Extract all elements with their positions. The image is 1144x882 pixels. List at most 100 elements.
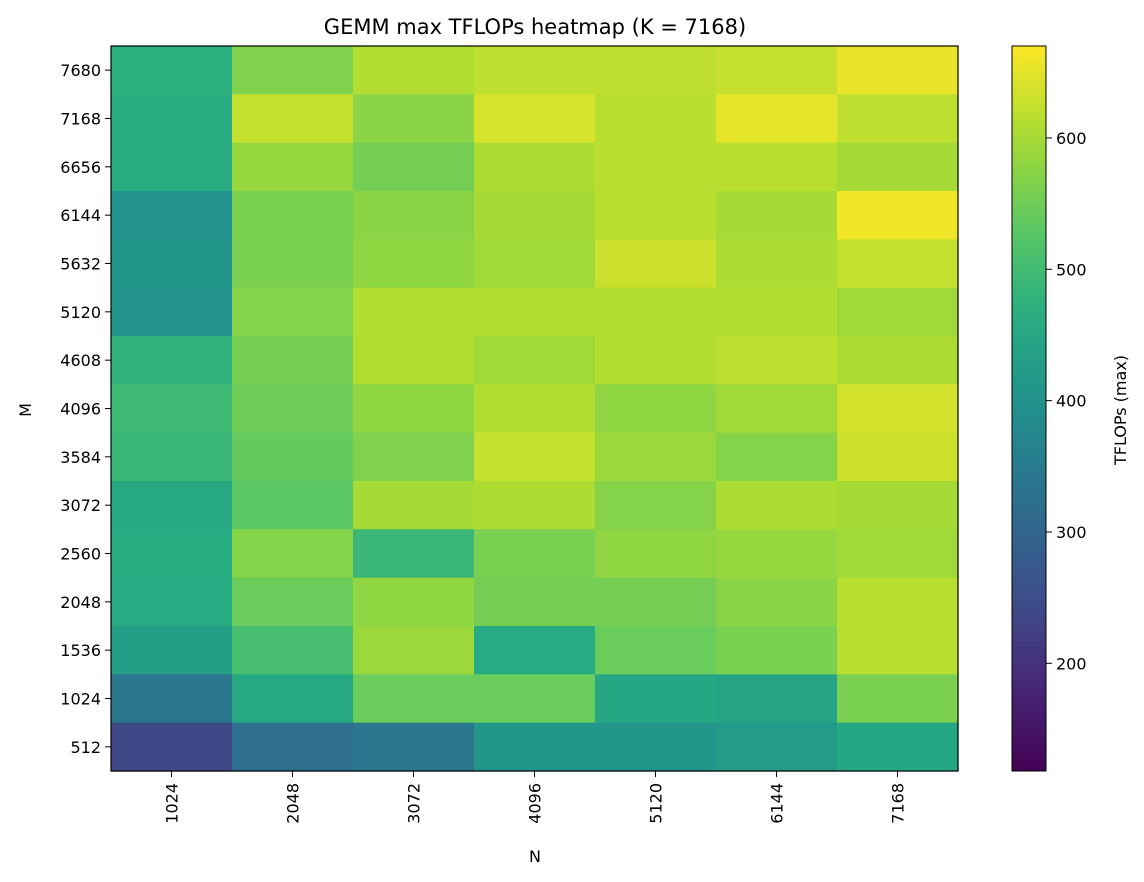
- heatmap-cell: [474, 191, 596, 240]
- heatmap-cell: [353, 94, 475, 144]
- heatmap-cell: [111, 287, 233, 337]
- chart-title: GEMM max TFLOPs heatmap (K = 7168): [324, 15, 746, 39]
- heatmap-cell: [716, 336, 838, 385]
- x-tick-label: 5120: [647, 783, 666, 824]
- heatmap-cell: [716, 529, 838, 579]
- colorbar-tick-label: 600: [1056, 129, 1087, 148]
- heatmap-cell: [716, 674, 838, 724]
- x-axis-ticks: 1024 2048 3072 4096 5120 6144 7168: [163, 771, 908, 824]
- heatmap-cell: [837, 384, 959, 434]
- heatmap-cell: [474, 142, 596, 192]
- heatmap-cell: [232, 239, 354, 289]
- heatmap-cell: [716, 384, 838, 434]
- heatmap-cell: [595, 722, 717, 772]
- heatmap-cell: [111, 142, 233, 192]
- x-tick-label: 4096: [526, 783, 545, 824]
- heatmap-cell: [111, 722, 233, 772]
- heatmap-cell: [716, 94, 838, 144]
- colorbar-tick-label: 200: [1056, 654, 1087, 673]
- heatmap-cell: [353, 142, 475, 192]
- heatmap-cell: [111, 674, 233, 724]
- heatmap-cell: [595, 287, 717, 337]
- y-axis-label: M: [16, 403, 35, 417]
- colorbar-tick-label: 400: [1056, 392, 1087, 411]
- heatmap-cell: [232, 142, 354, 192]
- heatmap-cell: [353, 336, 475, 385]
- y-tick-label: 2048: [60, 593, 101, 612]
- heatmap-cell: [111, 626, 233, 675]
- heatmap-cell: [837, 577, 959, 627]
- heatmap-cell: [111, 239, 233, 289]
- heatmap-cell: [837, 722, 959, 772]
- heatmap-cell: [474, 626, 596, 675]
- heatmap-cell: [232, 287, 354, 337]
- heatmap-cell: [474, 384, 596, 434]
- heatmap-cell: [111, 336, 233, 385]
- heatmap-cell: [232, 529, 354, 579]
- heatmap-cell: [837, 94, 959, 144]
- heatmap-cell: [474, 239, 596, 289]
- x-tick-label: 1024: [163, 783, 182, 824]
- heatmap-cell: [837, 481, 959, 530]
- heatmap-cell: [716, 191, 838, 240]
- heatmap-cell: [111, 94, 233, 144]
- heatmap-cell: [716, 142, 838, 192]
- heatmap-cell: [837, 191, 959, 240]
- heatmap-cell: [232, 674, 354, 724]
- y-tick-label: 7168: [60, 110, 101, 129]
- y-tick-label: 4608: [60, 351, 101, 370]
- y-axis-ticks: 7680 7168 6656 6144 5632 5120 4608 4096 3584 3072…: [60, 61, 111, 757]
- heatmap-cell: [595, 577, 717, 627]
- heatmap-cell: [716, 722, 838, 772]
- heatmap-cell: [353, 432, 475, 482]
- heatmap-cell: [353, 384, 475, 434]
- heatmap-cell: [232, 336, 354, 385]
- y-tick-label: 1536: [60, 641, 101, 660]
- x-tick-label: 7168: [889, 783, 908, 824]
- heatmap-cell: [111, 191, 233, 240]
- heatmap-cell: [595, 529, 717, 579]
- heatmap-cell: [716, 577, 838, 627]
- heatmap-cell: [595, 46, 717, 95]
- heatmap-cell: [716, 481, 838, 530]
- colorbar-gradient: [1011, 45, 1047, 772]
- heatmap-cell: [837, 626, 959, 675]
- x-axis-label: N: [529, 847, 541, 866]
- x-tick-label: 3072: [405, 783, 424, 824]
- heatmap-cell: [474, 674, 596, 724]
- heatmap-cell: [837, 432, 959, 482]
- heatmap-cell: [353, 529, 475, 579]
- colorbar-tick-label: 300: [1056, 523, 1087, 542]
- heatmap-cell: [232, 46, 354, 95]
- heatmap-cell: [837, 529, 959, 579]
- heatmap-cell: [353, 239, 475, 289]
- heatmap-cell: [474, 94, 596, 144]
- heatmap-cell: [595, 239, 717, 289]
- heatmap-cell: [595, 432, 717, 482]
- heatmap-cell: [716, 626, 838, 675]
- heatmap-cell: [595, 191, 717, 240]
- heatmap-cell: [111, 46, 233, 95]
- heatmap-cell: [232, 384, 354, 434]
- heatmap-cell: [474, 722, 596, 772]
- heatmap-cell: [837, 674, 959, 724]
- y-tick-label: 5632: [60, 255, 101, 274]
- colorbar: 200 300 400 500 600: [1011, 45, 1087, 772]
- heatmap-cell: [232, 432, 354, 482]
- colorbar-label: TFLOPs (max): [1111, 355, 1130, 466]
- heatmap-cell: [353, 191, 475, 240]
- heatmap-cell: [474, 287, 596, 337]
- heatmap-cells: [111, 46, 959, 772]
- heatmap-cell: [595, 674, 717, 724]
- heatmap-cell: [595, 626, 717, 675]
- heatmap-cell: [716, 46, 838, 95]
- heatmap-cell: [716, 239, 838, 289]
- heatmap-cell: [232, 626, 354, 675]
- heatmap-cell: [716, 432, 838, 482]
- heatmap-cell: [474, 577, 596, 627]
- colorbar-tick-label: 500: [1056, 260, 1087, 279]
- heatmap-cell: [111, 529, 233, 579]
- heatmap-cell: [595, 336, 717, 385]
- heatmap-cell: [111, 481, 233, 530]
- heatmap-cell: [595, 142, 717, 192]
